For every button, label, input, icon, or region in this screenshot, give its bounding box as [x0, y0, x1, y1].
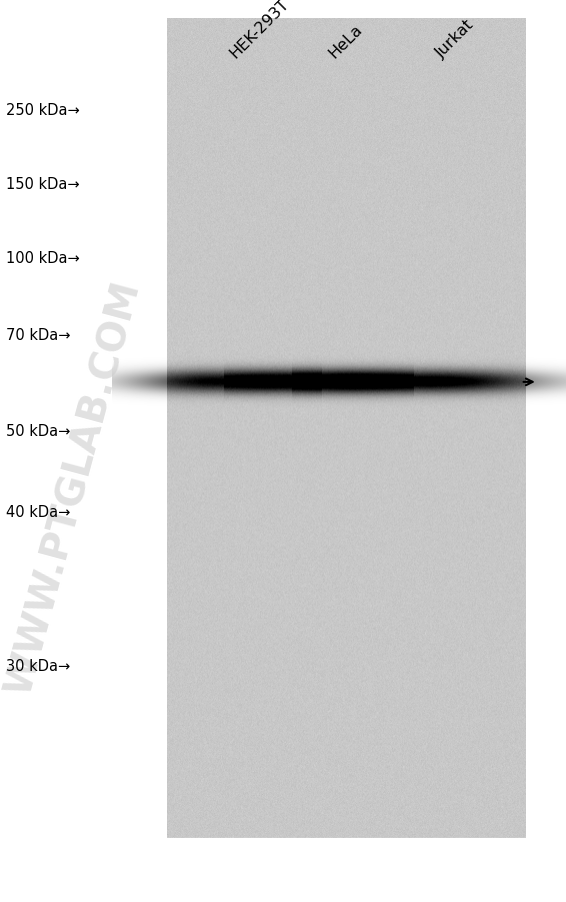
- Text: 150 kDa→: 150 kDa→: [6, 177, 79, 191]
- Text: HeLa: HeLa: [325, 22, 365, 61]
- Text: 250 kDa→: 250 kDa→: [6, 103, 79, 117]
- Text: HEK-293T: HEK-293T: [226, 0, 291, 61]
- Text: WWW.PTGLAB.COM: WWW.PTGLAB.COM: [0, 276, 147, 698]
- Text: Jurkat: Jurkat: [433, 18, 477, 61]
- Text: 70 kDa→: 70 kDa→: [6, 328, 70, 343]
- Text: 100 kDa→: 100 kDa→: [6, 251, 79, 265]
- Text: 40 kDa→: 40 kDa→: [6, 505, 70, 520]
- Text: 50 kDa→: 50 kDa→: [6, 424, 70, 438]
- Text: 30 kDa→: 30 kDa→: [6, 658, 70, 673]
